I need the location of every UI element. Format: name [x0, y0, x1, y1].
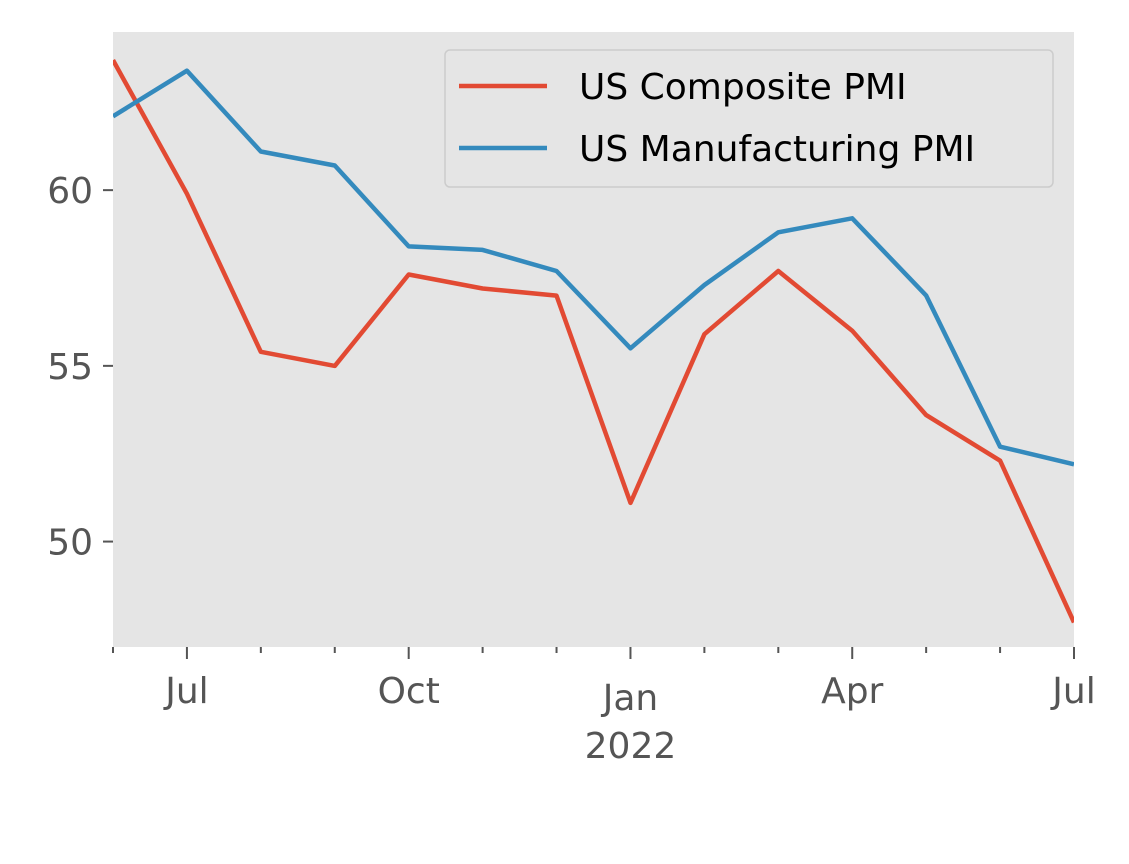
y-tick-label: 55 [47, 347, 93, 388]
x-tick-sublabel: 2022 [585, 726, 677, 767]
x-tick-label: Jul [163, 671, 208, 712]
y-tick-label: 60 [47, 171, 93, 212]
series-line-1 [113, 59, 1074, 624]
x-axis: Jul Oct Jan 2022 Apr Jul [112, 647, 1096, 767]
x-tick-label: Oct [378, 671, 440, 712]
x-tick-label: Apr [821, 671, 883, 712]
x-tick-label: Jan [601, 678, 659, 719]
legend-label-2: US Manufacturing PMI [579, 129, 975, 170]
series-line-2 [113, 68, 1074, 467]
legend-box [444, 49, 1054, 188]
legend-label-1: US Composite PMI [579, 67, 907, 108]
x-tick-label: Jul [1050, 671, 1095, 712]
legend: US Composite PMI US Manufacturing PMI [444, 49, 1054, 188]
y-axis: 50 55 60 [47, 171, 113, 564]
y-tick-label: 50 [47, 523, 93, 564]
series-layer [113, 59, 1074, 624]
